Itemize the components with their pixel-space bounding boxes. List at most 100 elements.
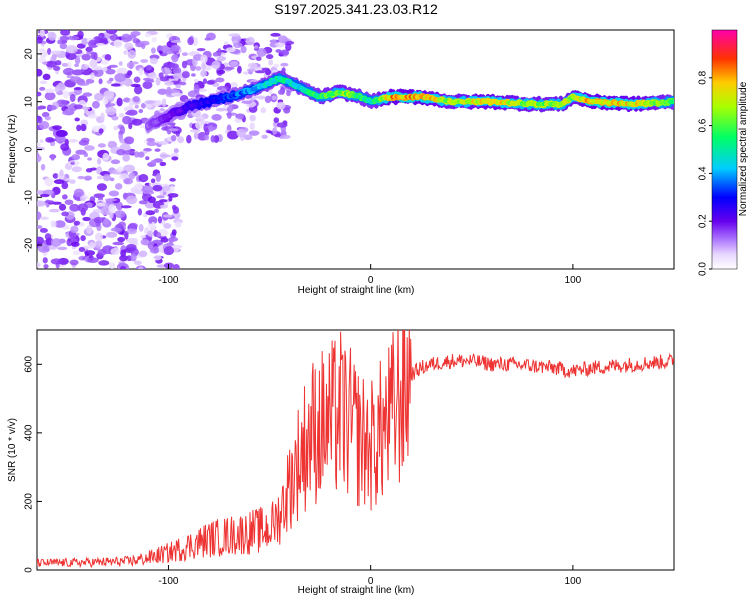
heatmap-noise-blob — [113, 125, 119, 131]
heatmap-noise-blob — [85, 168, 93, 173]
heatmap-noise-blob — [211, 114, 222, 121]
heatmap-noise-blob — [81, 53, 91, 61]
heatmap-noise-blob — [39, 193, 50, 198]
heatmap-noise-blob — [69, 203, 80, 212]
heatmap-noise-blob — [91, 125, 100, 132]
heatmap-noise-blob — [270, 39, 277, 45]
heatmap-noise-blob — [280, 49, 290, 56]
heatmap-noise-blob — [37, 106, 43, 111]
heatmap-noise-blob — [153, 208, 160, 214]
heatmap-noise-blob — [87, 114, 98, 119]
heatmap-noise-blob — [74, 220, 81, 226]
heatmap-noise-blob — [82, 216, 91, 222]
heatmap-noise-blob — [126, 195, 138, 205]
heatmap-noise-blob — [118, 113, 125, 118]
heatmap-noise-blob — [50, 220, 57, 228]
heatmap-noise-blob — [42, 257, 48, 264]
heatmap-noise-blob — [127, 49, 137, 59]
heatmap-noise-blob — [147, 230, 154, 237]
heatmap-noise-blob — [177, 136, 184, 144]
heatmap-noise-blob — [38, 57, 47, 63]
heatmap-noise-blob — [168, 128, 179, 132]
snr-y-tick-label: 0 — [24, 567, 35, 573]
heatmap-noise-blob — [37, 68, 43, 77]
heatmap-noise-blob — [105, 103, 116, 107]
heatmap-noise-blob — [158, 72, 164, 78]
heatmap-noise-blob — [46, 47, 52, 55]
heatmap-noise-blob — [120, 266, 127, 269]
heatmap-noise-blob — [265, 54, 274, 60]
snr-x-tick-label: -100 — [158, 576, 178, 587]
heatmap-noise-blob — [140, 234, 147, 239]
heatmap-noise-blob — [52, 65, 61, 71]
heatmap-noise-blob — [134, 183, 144, 190]
snr-y-label: SNR (10 * v/v) — [7, 418, 18, 482]
heatmap-noise-blob — [37, 225, 43, 229]
heatmap-noise-blob — [144, 33, 152, 38]
heatmap-noise-blob — [86, 225, 93, 234]
heatmap-noise-blob — [103, 90, 115, 100]
heatmap-noise-blob — [228, 33, 241, 37]
heatmap-noise-blob — [37, 91, 42, 97]
heatmap-noise-blob — [78, 246, 86, 253]
heatmap-noise-blob — [89, 59, 98, 68]
heatmap-noise-blob — [94, 92, 104, 102]
heatmap-noise-blob — [60, 30, 71, 36]
heatmap-noise-blob — [157, 141, 169, 145]
heatmap-noise-blob — [59, 35, 70, 42]
heatmap-noise-blob — [119, 125, 126, 135]
heatmap-noise-blob — [70, 76, 82, 83]
heatmap-noise-blob — [77, 175, 85, 180]
heatmap-noise-blob — [105, 68, 116, 75]
heatmap-noise-blob — [162, 214, 173, 218]
heatmap-noise-blob — [254, 70, 267, 74]
heatmap-noise-blob — [45, 88, 55, 94]
heatmap-x-tick-label: 0 — [368, 275, 374, 286]
heatmap-noise-blob — [159, 204, 168, 209]
heatmap-x-label: Height of straight line (km) — [298, 285, 415, 296]
heatmap-noise-blob — [87, 257, 99, 263]
colorbar-label: Normalized spectral amplitude — [738, 81, 749, 216]
heatmap-noise-blob — [191, 73, 196, 77]
heatmap-noise-blob — [150, 47, 156, 54]
heatmap-noise-blob — [225, 47, 236, 53]
heatmap-noise-blob — [114, 210, 126, 218]
heatmap-noise-blob — [271, 95, 277, 101]
heatmap-noise-blob — [164, 81, 174, 86]
heatmap-noise-blob — [223, 66, 235, 70]
heatmap-noise-blob — [98, 260, 110, 266]
heatmap-noise-blob — [55, 129, 68, 138]
heatmap-noise-blob — [110, 247, 120, 256]
snr-y-ticks: 0 200 400 600 — [24, 356, 42, 573]
heatmap-noise-blob — [59, 169, 64, 177]
heatmap-noise-blob — [256, 48, 267, 57]
heatmap-noise-blob — [80, 64, 89, 70]
heatmap-noise-blob — [104, 198, 117, 202]
heatmap-noise-blob — [73, 104, 84, 110]
heatmap-noise-blob — [81, 106, 91, 110]
heatmap-noise-blob — [39, 49, 48, 59]
heatmap-noise-blob — [226, 111, 232, 119]
heatmap-noise-blob — [130, 253, 137, 262]
heatmap-noise-blob — [153, 255, 162, 261]
heatmap-noise-blob — [77, 30, 84, 39]
heatmap-noise-blob — [254, 45, 259, 49]
heatmap-noise-blob — [116, 149, 126, 156]
heatmap-noise-blob — [146, 141, 157, 147]
heatmap-noise-blob — [105, 106, 117, 116]
heatmap-noise-blob — [58, 203, 67, 211]
heatmap-noise-blob — [37, 243, 50, 253]
heatmap-noise-blob — [44, 116, 51, 121]
heatmap-noise-blob — [170, 44, 181, 52]
heatmap-noise-blob — [162, 185, 171, 192]
heatmap-noise-blob — [141, 185, 154, 193]
heatmap-noise-blob — [187, 37, 194, 46]
heatmap-noise-blob — [138, 109, 144, 114]
heatmap-noise-blob — [50, 238, 62, 247]
snr-y-tick-label: 600 — [24, 356, 35, 373]
heatmap-noise-blob — [268, 59, 274, 66]
heatmap-noise-blob — [167, 193, 179, 198]
heatmap-noise-blob — [157, 88, 168, 95]
heatmap-noise-blob — [163, 223, 172, 229]
heatmap-noise-blob — [236, 128, 247, 138]
